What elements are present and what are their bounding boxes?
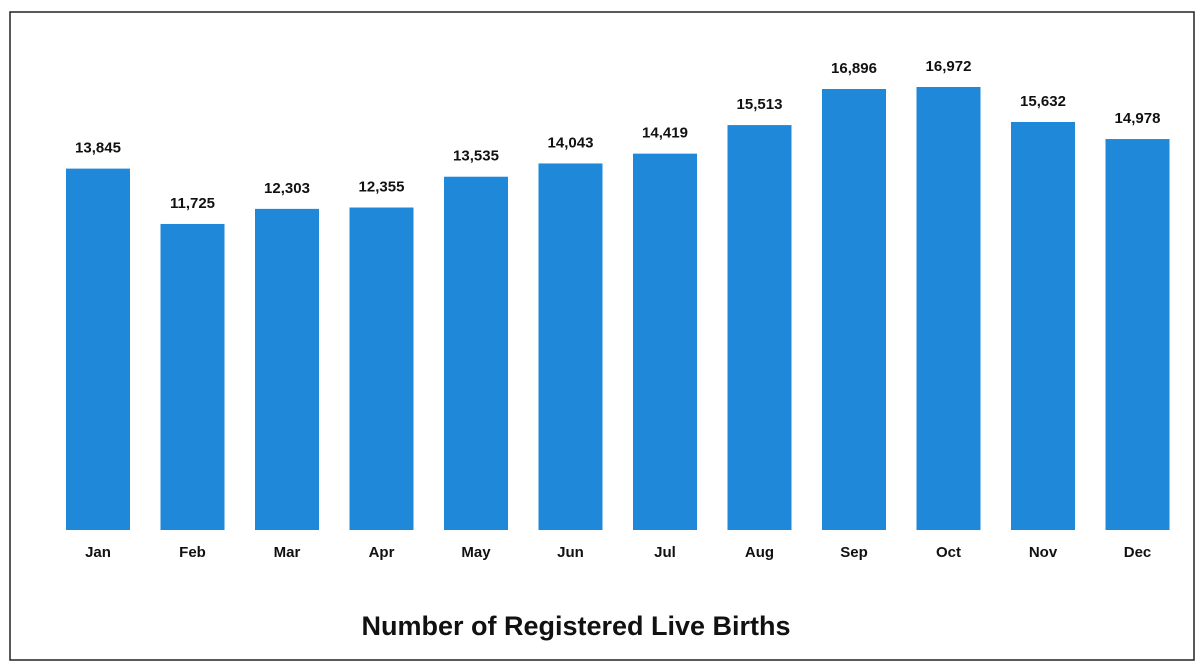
chart-title: Number of Registered Live Births — [361, 611, 790, 641]
value-label: 13,535 — [453, 148, 499, 165]
bar — [349, 207, 414, 530]
bar — [727, 125, 792, 530]
value-label: 15,632 — [1020, 93, 1066, 110]
x-tick-label: Oct — [936, 544, 961, 561]
x-tick-label: Sep — [840, 544, 868, 561]
value-label: 12,355 — [359, 178, 405, 195]
bar — [160, 223, 225, 530]
value-label: 14,419 — [642, 125, 688, 142]
bar — [1105, 139, 1170, 531]
x-tick-label: Mar — [274, 544, 301, 561]
value-label: 13,845 — [75, 140, 121, 157]
x-tick-label: Aug — [745, 544, 774, 561]
value-label: 16,896 — [831, 60, 877, 77]
bar — [1011, 121, 1075, 530]
bar — [822, 88, 886, 530]
value-label: 14,978 — [1115, 110, 1161, 127]
value-label: 16,972 — [926, 58, 972, 75]
bar — [444, 176, 508, 530]
value-label: 15,513 — [737, 96, 783, 113]
value-label: 12,303 — [264, 180, 310, 197]
value-label: 11,725 — [170, 195, 215, 212]
bar — [66, 168, 130, 531]
x-tick-label: Nov — [1029, 544, 1058, 561]
x-tick-label: Jul — [654, 544, 676, 561]
x-tick-label: Feb — [179, 544, 206, 561]
x-tick-label: Apr — [369, 544, 395, 561]
x-tick-label: Dec — [1124, 544, 1152, 561]
x-tick-label: May — [461, 544, 491, 561]
bar — [633, 153, 697, 530]
x-tick-label: Jun — [557, 544, 584, 561]
x-tick-label: Jan — [85, 544, 111, 561]
bar — [255, 208, 319, 530]
bar — [538, 163, 603, 530]
value-label: 14,043 — [548, 134, 594, 151]
bar — [916, 87, 981, 530]
